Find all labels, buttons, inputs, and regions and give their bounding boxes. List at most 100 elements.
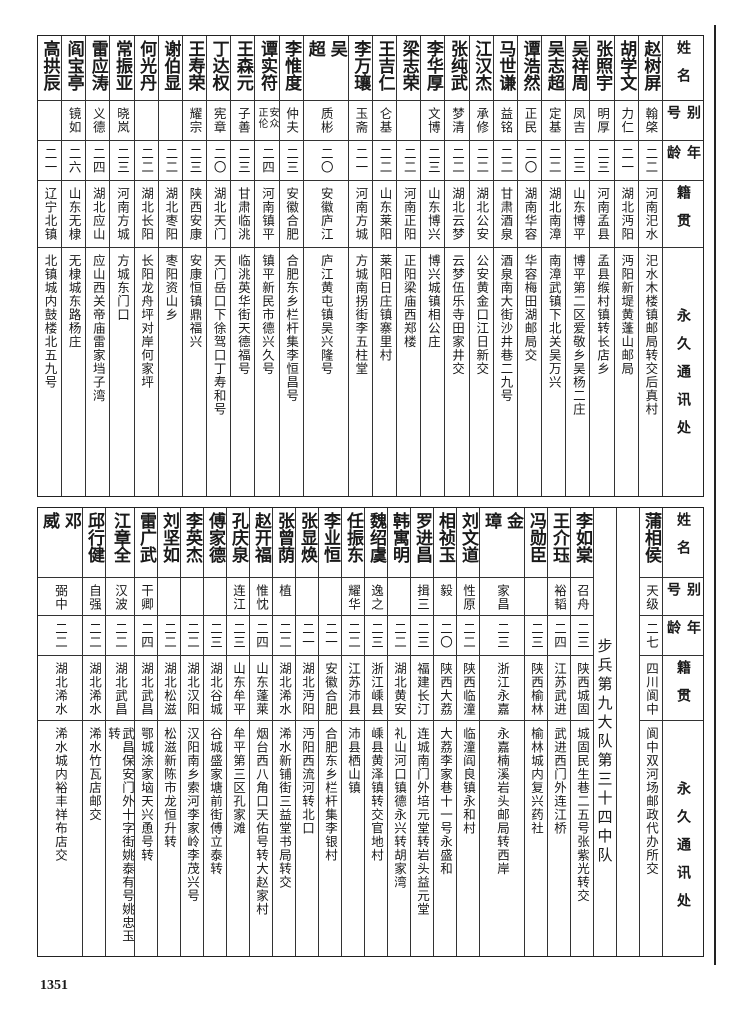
alias-cell: 仑基 bbox=[372, 101, 397, 141]
person-column: 张照宇 明厚 二三 河南孟县 孟县缑村镇转长店乡 bbox=[589, 36, 614, 496]
alias-cell: 裕韬 bbox=[548, 578, 570, 616]
person-alias: 承修 bbox=[474, 107, 490, 134]
person-name: 江汉杰 bbox=[471, 40, 492, 91]
person-native: 河南方城 bbox=[114, 187, 130, 241]
name-cell: 冯勋臣 bbox=[525, 508, 547, 578]
name-cell: 张曾荫 bbox=[273, 508, 295, 578]
native-cell: 河南方城 bbox=[348, 181, 372, 248]
person-column: 罗进昌 揖三 二三 福建长汀 连城南门外培元堂转岩头益元堂 bbox=[410, 508, 433, 956]
name-cell: 李业恒 bbox=[319, 508, 341, 578]
person-age: 二三 bbox=[595, 147, 611, 174]
person-column: 谭实符 安众 正伦 二四 河南镇平 镇平新民市德兴久号 bbox=[254, 36, 279, 496]
native-cell: 湖北长阳 bbox=[134, 181, 158, 248]
native-cell: 四川阆中 bbox=[640, 656, 662, 721]
age-cell: 二〇 bbox=[434, 616, 456, 656]
address-cell: 临潼阎良镇永和村 bbox=[457, 721, 479, 955]
person-address: 酒泉南大街沙井巷二九号 bbox=[498, 254, 514, 403]
name-cell: 赵开福 bbox=[250, 508, 272, 578]
person-age: 二二 bbox=[474, 147, 490, 174]
native-cell: 湖北武昌 bbox=[106, 656, 134, 721]
alias-cell: 益铭 bbox=[493, 101, 517, 141]
alias-cell: 力仁 bbox=[614, 101, 638, 141]
address-cell: 镇平新民市德兴久号 bbox=[255, 248, 278, 495]
person-name: 张显焕 bbox=[297, 512, 317, 563]
person-age: 二二 bbox=[401, 147, 417, 174]
person-alias: 镜如 bbox=[66, 107, 82, 134]
address-cell: 武昌保安门外十字街姚泰有号姚忠玉转 bbox=[106, 721, 134, 955]
person-name: 马世谦 bbox=[495, 40, 516, 91]
person-age: 二一 bbox=[300, 622, 315, 649]
person-age: 二三 bbox=[208, 622, 223, 649]
person-native: 湖北南漳 bbox=[546, 187, 562, 241]
alias-cell: 家昌 bbox=[480, 578, 524, 616]
native-cell: 湖北武昌 bbox=[135, 656, 157, 721]
person-column: 邓威 弼中 二二 湖北浠水 浠水城内裕丰祥布店交 bbox=[38, 508, 82, 956]
native-cell: 安徽合肥 bbox=[279, 181, 303, 248]
person-address: 浠水新铺街三益堂书局转交 bbox=[277, 727, 292, 889]
address-cell: 谷城盛家塘前街傅立泰转 bbox=[204, 721, 226, 955]
person-alias: 仑基 bbox=[377, 107, 393, 134]
person-column: 王介珏 裕韬 二四 江苏武进 武进西门外连江桥 bbox=[547, 508, 570, 956]
name-cell: 姓名 bbox=[663, 36, 703, 101]
age-cell: 二一 bbox=[348, 141, 372, 181]
person-alias: 定基 bbox=[546, 107, 562, 134]
person-alias: 召舟 bbox=[575, 584, 590, 611]
unit-banner-cell: 步兵第九大队第三十四中队 bbox=[594, 508, 616, 956]
person-column: 常振亚 晓岚 二三 河南方城 方城东门口 bbox=[109, 36, 134, 496]
alias-cell: 承修 bbox=[469, 101, 493, 141]
person-alias: 义德 bbox=[90, 107, 106, 134]
alias-cell: 玉斋 bbox=[348, 101, 372, 141]
age-cell: 二二 bbox=[493, 141, 517, 181]
person-address: 城固民生巷二五号张紫光转交 bbox=[575, 727, 590, 903]
person-address: 沔阳西流河转北口 bbox=[300, 727, 315, 835]
address-cell: 酒泉南大街沙井巷二九号 bbox=[494, 248, 517, 495]
native-cell: 山东蓬莱 bbox=[250, 656, 272, 721]
unit-banner-column: 步兵第九大队第三十四中队 bbox=[593, 508, 616, 956]
name-cell: 刘坚如 bbox=[158, 508, 180, 578]
native-cell: 甘肃酒泉 bbox=[493, 181, 517, 248]
person-column: 何光丹 二二 湖北长阳 长阳龙舟坪对岸何家坪 bbox=[133, 36, 158, 496]
native-cell: 湖北浠水 bbox=[273, 656, 295, 721]
person-alias: 干卿 bbox=[139, 584, 154, 611]
age-cell: 二三 bbox=[110, 141, 134, 181]
age-cell: 二四 bbox=[86, 141, 110, 181]
address-cell: 正阳梁庙西郑楼 bbox=[397, 248, 420, 495]
age-cell: 二四 bbox=[255, 141, 279, 181]
person-age: 二四 bbox=[254, 622, 269, 649]
person-name: 吴祥周 bbox=[567, 40, 588, 91]
name-cell: 江章全 bbox=[106, 508, 134, 578]
person-address: 孟县缑村镇转长店乡 bbox=[595, 254, 611, 376]
age-cell: 二二 bbox=[134, 141, 158, 181]
person-name: 张曾荫 bbox=[274, 512, 294, 563]
age-cell: 二三 bbox=[204, 616, 226, 656]
person-address: 华容梅田湖邮局交 bbox=[522, 254, 538, 362]
person-native: 湖北汉阳 bbox=[185, 662, 200, 716]
address-cell: 北镇城内鼓楼北五九号 bbox=[38, 248, 61, 495]
person-native: 河南汜水 bbox=[643, 187, 659, 241]
alias-cell: 凤吉 bbox=[566, 101, 590, 141]
person-column: 梁志荣 二二 河南正阳 正阳梁庙西郑楼 bbox=[396, 36, 421, 496]
age-cell: 二三 bbox=[231, 141, 255, 181]
person-name: 张纯武 bbox=[447, 40, 468, 91]
address-cell: 沔阳新堤黄蓬山邮局 bbox=[615, 248, 638, 495]
age-cell: 二二 bbox=[445, 141, 469, 181]
native-cell: 福建长汀 bbox=[411, 656, 433, 721]
name-cell: 阎宝亭 bbox=[62, 36, 86, 101]
person-address: 鄂城涂家垴天兴恿号转 bbox=[139, 727, 154, 862]
name-cell: 谢伯显 bbox=[158, 36, 182, 101]
alias-cell bbox=[296, 578, 318, 616]
person-age: 二〇 bbox=[211, 147, 227, 174]
person-alias: 植 bbox=[277, 584, 292, 598]
alias-cell: 义德 bbox=[86, 101, 110, 141]
address-cell: 大荔李家巷十一号永盛和 bbox=[434, 721, 456, 955]
alias-cell: 惟忱 bbox=[250, 578, 272, 616]
person-column: 赵树屏 翰棨 二二 河南汜水 汜水木楼镇邮局转交后真村 bbox=[637, 36, 662, 496]
person-name: 王寿荣 bbox=[184, 40, 205, 91]
person-column: 李业恒 二一 安徽合肥 合肥东乡栏杆集李银村 bbox=[318, 508, 341, 956]
person-native: 山东牟平 bbox=[231, 662, 246, 716]
person-address: 方城南拐街李五柱堂 bbox=[353, 254, 369, 376]
alias-cell: 镜如 bbox=[62, 101, 86, 141]
name-cell: 王寿荣 bbox=[182, 36, 207, 101]
roster-table-bottom: 姓名 别号 年龄 籍贯 永久通讯处 蒲相侯 天级 二七 四川阆中 阆中双河场邮政代办所交 步兵第九大… bbox=[37, 507, 704, 957]
address-cell: 庐江黄屯镇吴兴隆号 bbox=[304, 248, 348, 495]
